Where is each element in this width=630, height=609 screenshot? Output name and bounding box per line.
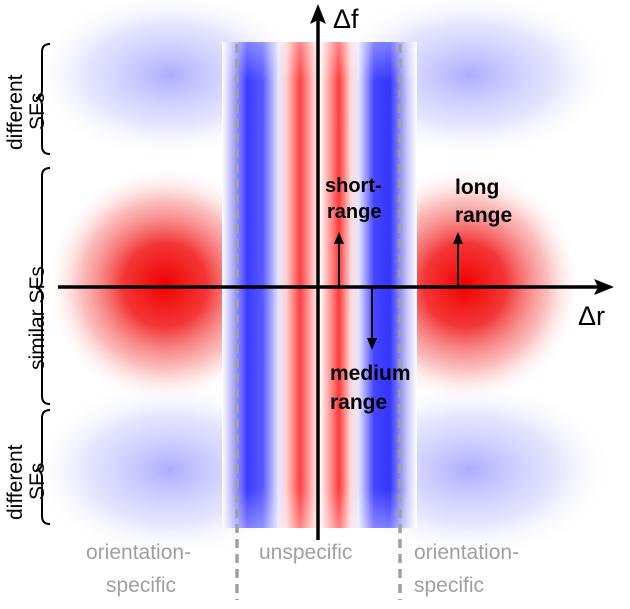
region-right-line2: specific <box>414 574 484 597</box>
short-range-line1: short- <box>325 175 382 197</box>
side-label-top-line2: SFs <box>26 93 49 130</box>
side-label-bottom-line2: SFs <box>26 463 49 500</box>
long-range-arrow <box>453 232 463 287</box>
region-left-line1: orientation- <box>86 541 191 564</box>
short-range-label: short- range <box>325 175 387 223</box>
region-center: unspecific <box>259 541 352 564</box>
x-axis-arrowhead <box>594 279 614 295</box>
long-range-label: long range <box>455 176 512 227</box>
region-right-line1: orientation- <box>414 541 519 564</box>
x-axis-label: Δr <box>578 301 605 331</box>
side-label-middle: similar SFs <box>26 266 49 370</box>
side-label-bottom: different SFs <box>4 444 49 520</box>
medium-range-line2: range <box>330 391 387 414</box>
side-label-bottom-line1: different <box>4 444 27 520</box>
y-axis-arrowhead <box>310 4 326 24</box>
y-axis-label: Δf <box>333 4 359 34</box>
short-range-line2: range <box>327 201 381 223</box>
medium-range-label: medium range <box>330 362 416 414</box>
region-right: orientation- specific <box>414 541 525 597</box>
long-range-line2: range <box>455 204 512 227</box>
medium-range-arrow <box>367 287 377 350</box>
medium-range-line1: medium <box>330 362 411 385</box>
side-label-top: different SFs <box>4 74 49 150</box>
brace-different-bottom <box>35 409 51 525</box>
region-left: orientation- specific <box>86 541 197 597</box>
region-left-line2: specific <box>106 574 176 597</box>
brace-different-top <box>35 43 51 155</box>
side-label-top-line1: different <box>4 74 27 150</box>
long-range-line1: long <box>455 176 499 199</box>
heatmap-field <box>30 0 620 560</box>
brace-similar <box>35 167 51 405</box>
short-range-arrow <box>334 232 344 287</box>
